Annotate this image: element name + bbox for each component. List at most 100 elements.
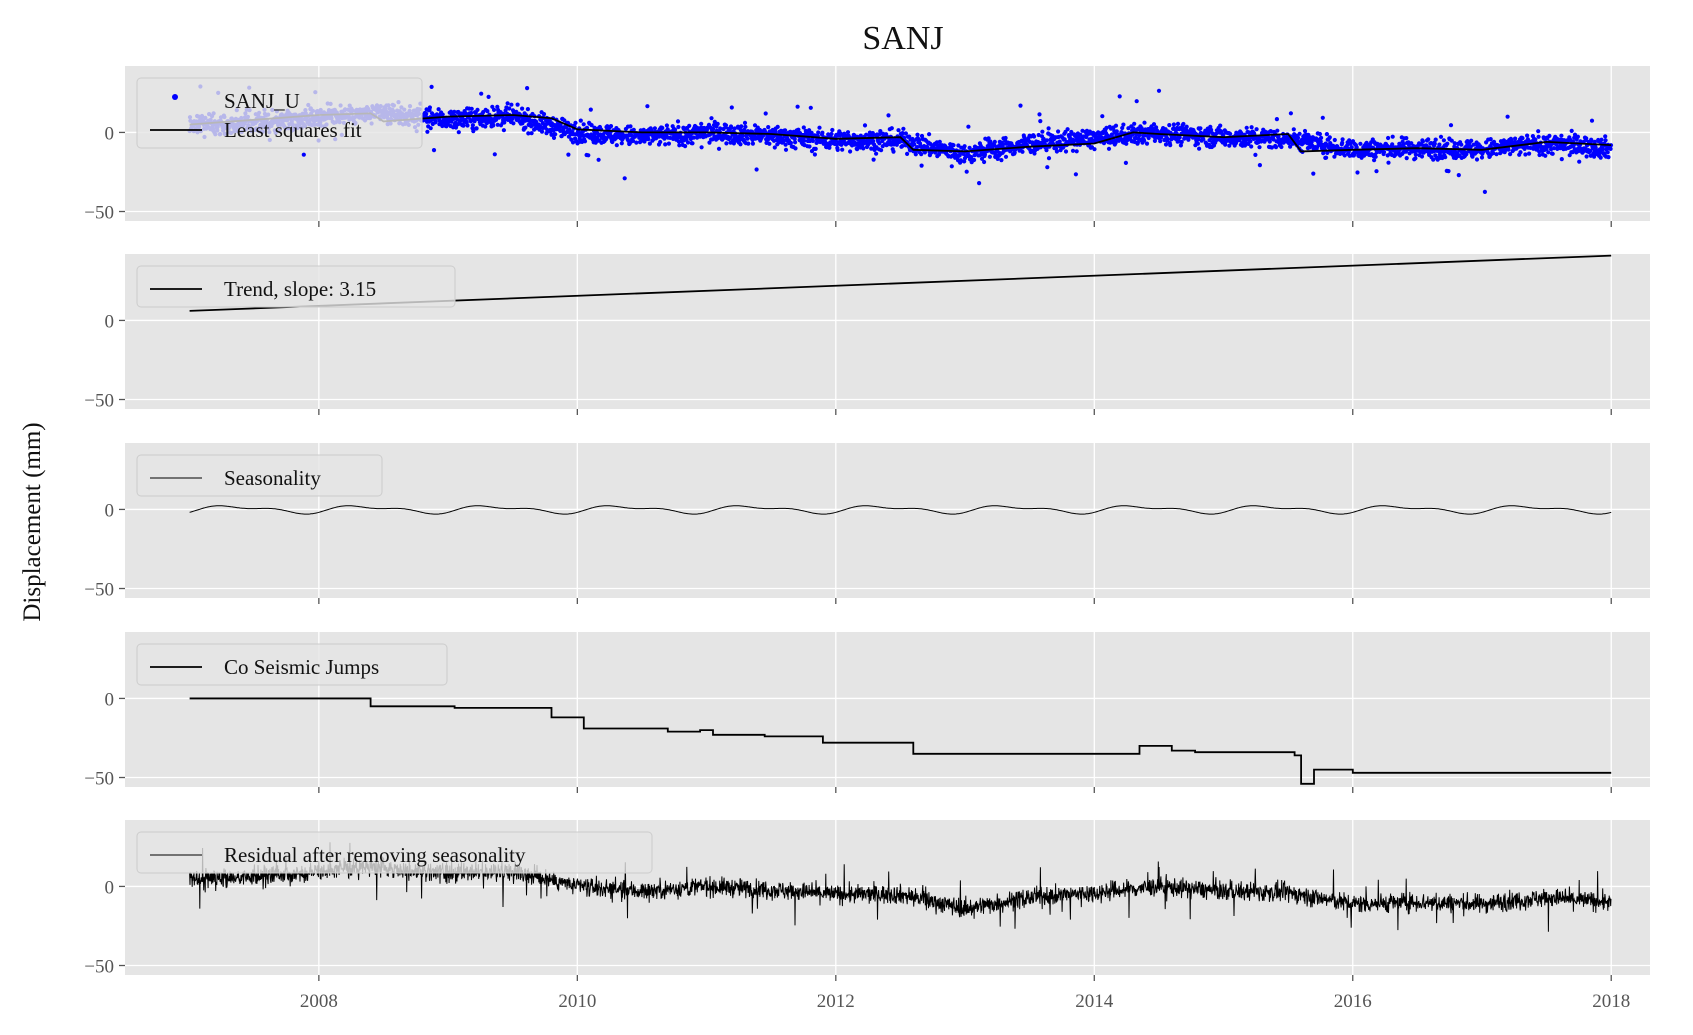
data-point [614,143,619,148]
legend-label: Least squares fit [224,118,362,142]
data-point [1390,142,1395,147]
data-point [520,106,525,111]
legend-label: Residual after removing seasonality [224,843,526,867]
x-tick-label: 2014 [1075,991,1114,1012]
data-point [813,146,818,151]
data-point [1131,126,1136,131]
data-point [752,123,758,128]
data-point [1550,151,1555,156]
data-point [1038,119,1043,124]
data-point [1474,157,1480,162]
data-point [792,136,797,142]
legend-box [136,831,653,874]
legend: Residual after removing seasonality [136,831,653,874]
panel-observed: 0 −50 SANJ_U Least squares fit [84,66,1650,227]
data-point [491,123,496,128]
data-point [1186,137,1191,142]
data-point [1073,172,1078,177]
data-point [470,123,475,128]
data-point [1152,138,1157,143]
data-point [1508,152,1513,157]
data-point [1144,141,1150,146]
data-point [1459,142,1464,147]
legend-marker [172,94,178,100]
data-point [676,124,681,130]
data-point [608,124,614,129]
data-point [1018,103,1023,108]
data-point [663,142,668,147]
data-point [729,125,734,130]
data-point [982,152,988,157]
data-point [301,152,306,157]
data-point [699,121,704,126]
data-point [588,107,593,112]
data-point [1124,141,1129,146]
data-point [986,136,991,141]
legend-label: Trend, slope: 3.15 [224,277,376,301]
data-point [919,152,924,157]
data-point [440,112,445,117]
data-point [469,106,474,111]
data-point [1355,170,1360,175]
data-point [772,145,777,150]
data-point [1288,144,1293,149]
data-point [1198,126,1203,131]
data-point [1291,127,1296,132]
data-point [1297,131,1302,136]
data-point [1317,131,1322,137]
data-point [912,142,917,147]
data-point [525,107,531,112]
data-point [1374,169,1379,174]
data-point [1404,156,1409,161]
data-point [900,131,905,136]
data-point [469,110,474,116]
y-tick-label: −50 [84,769,114,790]
data-point [641,127,646,132]
data-point [1295,135,1301,140]
data-point [461,123,466,128]
data-point [581,122,586,127]
data-point [958,158,964,163]
seasonality-line [189,505,1612,515]
data-point [1592,154,1597,159]
data-point [891,149,896,154]
data-point [1443,155,1448,160]
data-point [596,157,601,162]
data-point [1584,136,1589,141]
data-point [507,106,512,111]
data-point [1327,135,1332,140]
data-point [763,111,768,116]
data-point [646,137,651,142]
data-point [1372,158,1377,163]
data-point [1419,154,1425,159]
data-point [562,118,567,123]
data-point [1218,123,1223,128]
data-point [896,128,901,133]
data-point [1413,156,1418,161]
data-point [1381,150,1387,155]
data-point [1248,139,1253,144]
data-point [901,126,906,131]
data-point [1401,142,1406,147]
residual-line [189,842,1612,932]
data-point [783,142,788,147]
data-point [1158,139,1163,144]
data-point [1175,121,1181,126]
data-point [1525,133,1530,138]
data-point [589,123,594,128]
data-point [1318,139,1323,144]
data-point [972,157,977,163]
data-point [529,131,534,136]
data-point [992,143,997,148]
data-point [619,141,624,146]
data-point [964,169,969,174]
data-point [1527,151,1532,156]
data-point [1332,137,1337,143]
data-point [551,135,557,140]
data-point [724,141,729,146]
data-point [541,112,547,117]
data-point [1177,135,1182,140]
data-point [1163,142,1169,147]
data-point [1227,143,1232,148]
